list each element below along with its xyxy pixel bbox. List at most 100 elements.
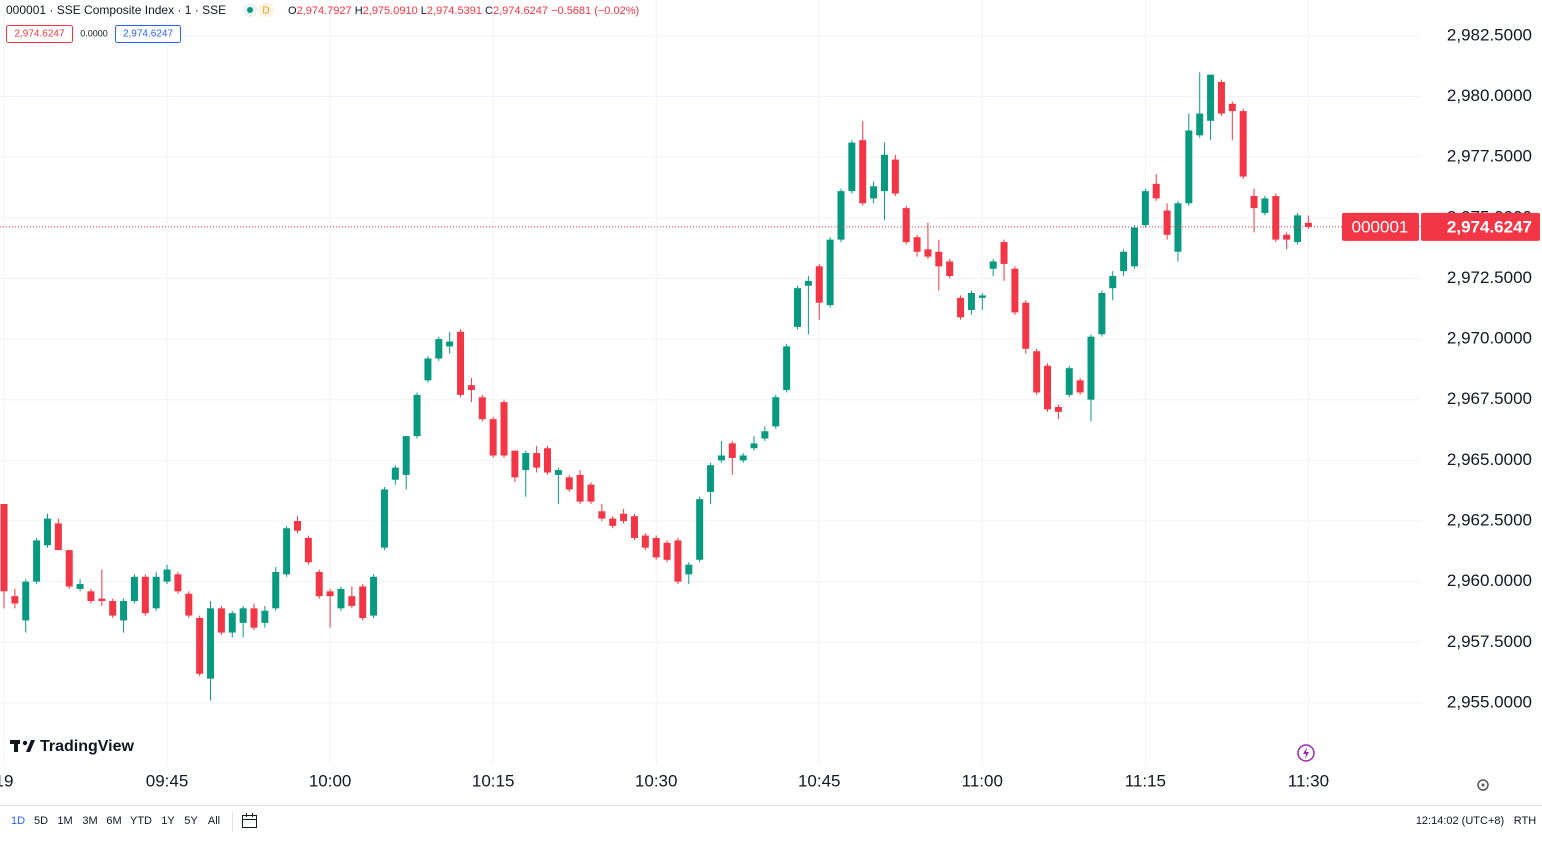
y-tick-label: 2,977.5000 — [1447, 147, 1532, 166]
range-button[interactable]: 1Y — [161, 815, 175, 827]
candle-body — [380, 489, 388, 548]
logo: TradingView — [40, 738, 135, 755]
clock: 12:14:02 (UTC+8) — [1416, 815, 1504, 827]
candle-body — [489, 419, 497, 456]
price-tag-text: 2,974.6247 — [1447, 217, 1532, 236]
candle-body — [946, 261, 954, 277]
candle-body — [598, 511, 606, 519]
logo-icon — [10, 740, 35, 752]
candle-body — [630, 516, 638, 538]
range-button[interactable]: 6M — [106, 815, 121, 827]
candle-body — [1044, 365, 1052, 410]
x-tick-label: 09:45 — [146, 771, 189, 790]
symbol-tag-text: 000001 — [1352, 217, 1409, 236]
candle-body — [217, 608, 225, 633]
candle-body — [120, 601, 128, 621]
candle-body — [935, 251, 943, 267]
candle-body — [348, 596, 356, 606]
candle-body — [413, 394, 421, 437]
candle-body — [957, 297, 965, 318]
candle-body — [1217, 81, 1225, 114]
candle-body — [152, 576, 160, 609]
price-tag — [1421, 212, 1540, 241]
range-button[interactable]: 1D — [11, 815, 25, 827]
candle-body — [1207, 74, 1215, 121]
candle-body — [967, 292, 975, 310]
candle-body — [163, 569, 171, 582]
candle-body — [1130, 227, 1138, 267]
symbol-title: 000001 · SSE Composite Index · 1 · SSE — [6, 3, 226, 17]
candle-body — [1228, 103, 1236, 112]
candle-body — [989, 261, 997, 269]
range-button[interactable]: 5D — [34, 815, 48, 827]
candle-body — [446, 341, 454, 347]
calendar-icon[interactable] — [242, 813, 257, 828]
candle-body — [370, 576, 378, 616]
y-tick-label: 2,970.0000 — [1447, 329, 1532, 348]
lightning-icon — [1297, 744, 1315, 762]
h-label: H — [355, 5, 363, 17]
candles — [0, 72, 1312, 701]
candle-body — [0, 504, 8, 592]
candle-body — [533, 453, 541, 468]
x-tick-label: 11:00 — [962, 771, 1003, 790]
candle-body — [750, 443, 758, 449]
candle-body — [174, 574, 182, 592]
l-value: 2,974.5391 — [427, 5, 482, 17]
range-button[interactable]: YTD — [130, 815, 152, 827]
candle-body — [315, 571, 323, 597]
candle-body — [1098, 292, 1106, 335]
candle-body — [978, 295, 986, 298]
candle-body — [1174, 203, 1182, 252]
box-ask-text: 2,974.6247 — [123, 29, 173, 40]
candle-body — [304, 537, 312, 563]
candle-body — [1304, 222, 1312, 227]
candle-body — [228, 613, 236, 633]
y-tick-label: 2,980.0000 — [1447, 86, 1532, 105]
h-value: 2,975.0910 — [363, 5, 418, 17]
badge: D — [262, 6, 269, 17]
o-value: 2,974.7927 — [297, 5, 352, 17]
candle-body — [478, 397, 486, 420]
range-button[interactable]: All — [208, 815, 220, 827]
candle-body — [1120, 251, 1128, 272]
candle-body — [880, 154, 888, 192]
settings-icon[interactable] — [1477, 779, 1489, 791]
candle-body — [261, 610, 269, 623]
candle-body — [87, 591, 95, 602]
range-button[interactable]: 5Y — [184, 815, 198, 827]
candle-body — [837, 191, 845, 240]
candle-body — [522, 453, 530, 471]
candle-body — [761, 431, 769, 439]
candle-body — [359, 586, 367, 619]
candle-body — [11, 596, 19, 604]
candle-body — [435, 339, 443, 359]
x-tick-label: 10:00 — [309, 771, 352, 790]
candle-body — [467, 385, 475, 391]
candle-body — [1000, 242, 1008, 264]
candle-body — [1250, 195, 1258, 209]
candle-body — [1022, 302, 1030, 349]
y-tick-label: 2,957.5000 — [1447, 632, 1532, 651]
candle-body — [1152, 183, 1160, 199]
x-tick-label: 11:15 — [1125, 771, 1166, 790]
candle-body — [65, 550, 73, 587]
grid — [0, 0, 1420, 765]
candle-body — [870, 186, 878, 199]
l-label: L — [421, 5, 427, 17]
range-button[interactable]: 3M — [82, 815, 97, 827]
candle-body — [141, 576, 149, 614]
candle-body — [728, 443, 736, 458]
candle-body — [544, 448, 551, 473]
candle-body — [22, 581, 30, 621]
x-tick-label: 11:30 — [1288, 771, 1329, 790]
candle-body — [500, 402, 508, 456]
x-tick-label: 10:30 — [635, 771, 678, 790]
candle-body — [54, 523, 62, 551]
range-button[interactable]: 1M — [57, 815, 72, 827]
candle-body — [772, 397, 780, 427]
candle-body — [1011, 268, 1019, 313]
candle-body — [1109, 276, 1117, 289]
candle-body — [685, 564, 693, 575]
status-dot — [247, 7, 253, 13]
